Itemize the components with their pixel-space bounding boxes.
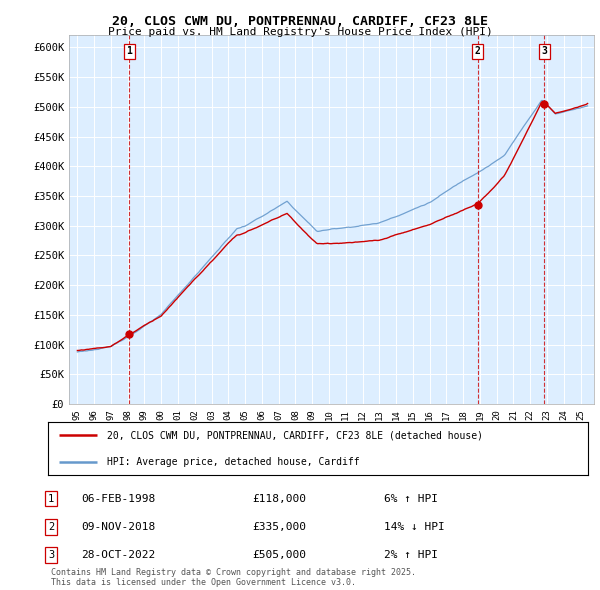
Text: £335,000: £335,000 [252, 522, 306, 532]
Text: Price paid vs. HM Land Registry's House Price Index (HPI): Price paid vs. HM Land Registry's House … [107, 27, 493, 37]
Text: 2: 2 [48, 522, 54, 532]
Text: 20, CLOS CWM DU, PONTPRENNAU, CARDIFF, CF23 8LE: 20, CLOS CWM DU, PONTPRENNAU, CARDIFF, C… [112, 15, 488, 28]
Text: 28-OCT-2022: 28-OCT-2022 [81, 550, 155, 560]
Text: 2: 2 [475, 47, 481, 57]
Text: 1: 1 [48, 494, 54, 503]
Text: 6% ↑ HPI: 6% ↑ HPI [384, 494, 438, 503]
Text: 3: 3 [541, 47, 547, 57]
Text: 1: 1 [126, 47, 132, 57]
Text: Contains HM Land Registry data © Crown copyright and database right 2025.
This d: Contains HM Land Registry data © Crown c… [51, 568, 416, 587]
Text: 06-FEB-1998: 06-FEB-1998 [81, 494, 155, 503]
Text: 3: 3 [48, 550, 54, 560]
Text: 20, CLOS CWM DU, PONTPRENNAU, CARDIFF, CF23 8LE (detached house): 20, CLOS CWM DU, PONTPRENNAU, CARDIFF, C… [107, 430, 484, 440]
Text: 2% ↑ HPI: 2% ↑ HPI [384, 550, 438, 560]
Text: HPI: Average price, detached house, Cardiff: HPI: Average price, detached house, Card… [107, 457, 360, 467]
Text: 09-NOV-2018: 09-NOV-2018 [81, 522, 155, 532]
Text: £505,000: £505,000 [252, 550, 306, 560]
Text: 14% ↓ HPI: 14% ↓ HPI [384, 522, 445, 532]
Text: £118,000: £118,000 [252, 494, 306, 503]
